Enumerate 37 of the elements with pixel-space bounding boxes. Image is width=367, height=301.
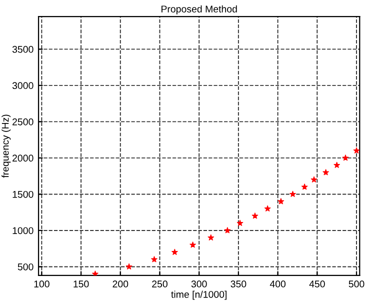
point: [301, 184, 308, 190]
chart-title: Proposed Method: [162, 5, 237, 14]
point: [190, 242, 196, 248]
x-tick-label: 500: [348, 280, 364, 288]
y-tick-label: 2000: [12, 154, 34, 162]
point: [322, 169, 329, 176]
y-tick-label: 2500: [12, 118, 34, 126]
point: [172, 248, 178, 255]
x-tick-label: 200: [112, 280, 128, 288]
x-tick-label: 250: [152, 280, 168, 288]
y-tick-label: 1000: [12, 227, 34, 234]
x-tick-label: 400: [270, 280, 286, 288]
point: [208, 234, 214, 240]
y-tick-label: 3000: [12, 82, 34, 90]
point: [126, 263, 132, 270]
point: [278, 198, 284, 204]
point: [353, 147, 360, 154]
point: [310, 176, 318, 182]
x-tick-label: 450: [309, 280, 325, 288]
x-tick-label: 350: [230, 280, 246, 288]
y-axis-title: frequency (Hz): [2, 114, 11, 178]
x-axis-title: time [n/1000]: [171, 290, 227, 300]
y-tick-label: 500: [18, 263, 34, 270]
point: [92, 270, 98, 276]
x-tick-label: 150: [74, 280, 89, 288]
point: [236, 220, 244, 226]
point: [290, 190, 296, 197]
y-tick-label: 3500: [12, 46, 34, 53]
point: [224, 227, 231, 234]
point: [252, 212, 258, 219]
x-tick-label: 100: [34, 280, 50, 288]
x-tick-label: 300: [191, 280, 207, 288]
point: [334, 162, 340, 168]
point: [264, 205, 271, 212]
point: [151, 256, 158, 262]
point: [342, 154, 349, 161]
y-tick-label: 1500: [12, 190, 34, 198]
